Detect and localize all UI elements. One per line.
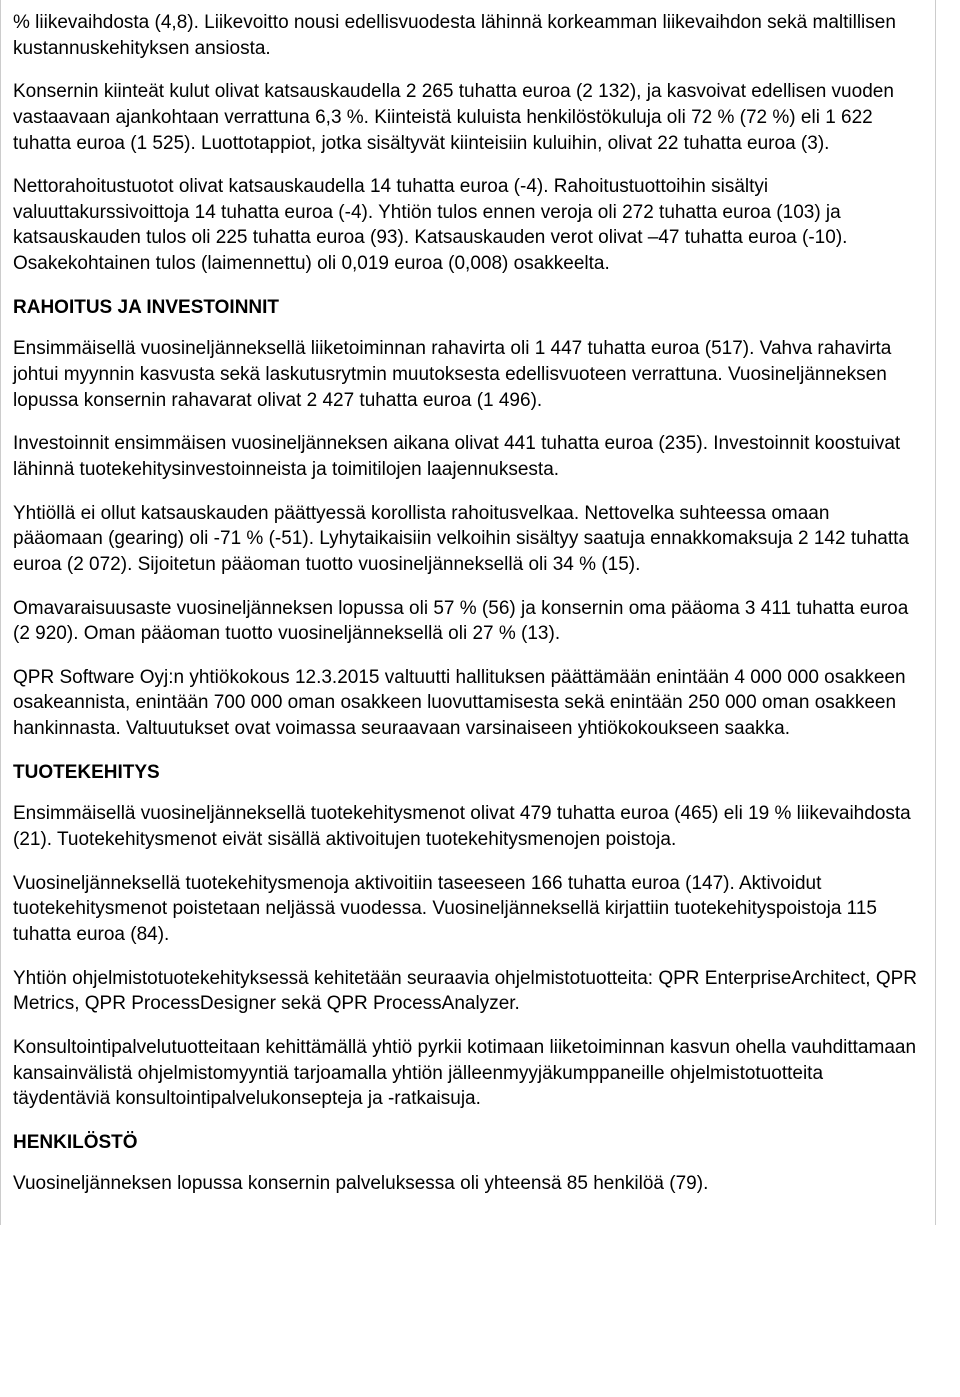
paragraph-intro-1: % liikevaihdosta (4,8). Liikevoitto nous… xyxy=(13,10,923,61)
paragraph-intro-3: Nettorahoitustuotot olivat katsauskaudel… xyxy=(13,174,923,277)
paragraph-intro-2: Konsernin kiinteät kulut olivat katsausk… xyxy=(13,79,923,156)
paragraph-rahoitus-5: QPR Software Oyj:n yhtiökokous 12.3.2015… xyxy=(13,665,923,742)
paragraph-rahoitus-2: Investoinnit ensimmäisen vuosineljänneks… xyxy=(13,431,923,482)
paragraph-rahoitus-4: Omavaraisuusaste vuosineljänneksen lopus… xyxy=(13,596,923,647)
paragraph-rahoitus-1: Ensimmäisellä vuosineljänneksellä liiket… xyxy=(13,336,923,413)
paragraph-tuotekehitys-4: Konsultointipalvelutuotteitaan kehittämä… xyxy=(13,1035,923,1112)
heading-tuotekehitys: TUOTEKEHITYS xyxy=(13,760,923,786)
paragraph-tuotekehitys-1: Ensimmäisellä vuosineljänneksellä tuotek… xyxy=(13,801,923,852)
paragraph-tuotekehitys-2: Vuosineljänneksellä tuotekehitysmenoja a… xyxy=(13,871,923,948)
heading-rahoitus: RAHOITUS JA INVESTOINNIT xyxy=(13,295,923,321)
paragraph-tuotekehitys-3: Yhtiön ohjelmistotuotekehityksessä kehit… xyxy=(13,966,923,1017)
paragraph-henkilosto-1: Vuosineljänneksen lopussa konsernin palv… xyxy=(13,1171,923,1197)
heading-henkilosto: HENKILÖSTÖ xyxy=(13,1130,923,1156)
paragraph-rahoitus-3: Yhtiöllä ei ollut katsauskauden päättyes… xyxy=(13,501,923,578)
